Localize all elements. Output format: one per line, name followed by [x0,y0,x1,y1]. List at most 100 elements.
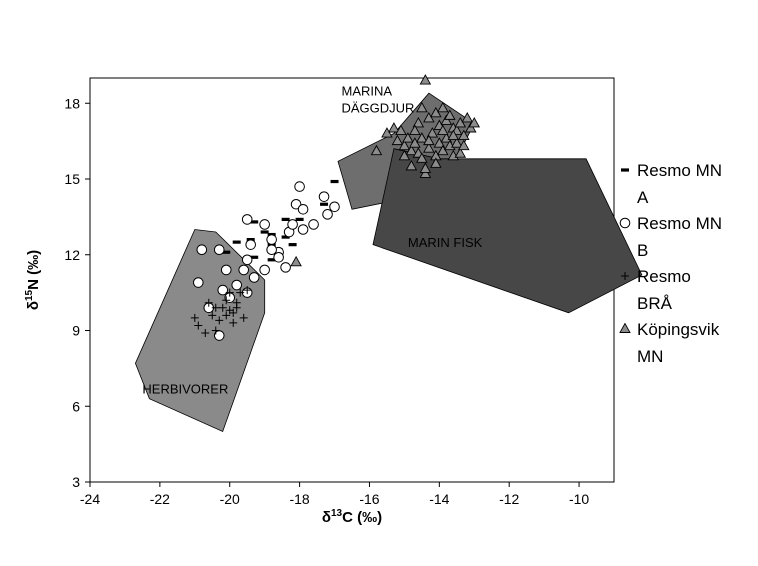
plus-marker [239,313,248,322]
circle-marker [294,181,305,192]
y-tick-label: 12 [64,247,80,263]
triangle-marker [458,139,470,151]
plus-marker [215,316,224,325]
legend-triangle-marker [619,322,631,333]
triangle-marker [402,132,414,143]
plus-marker [190,313,199,322]
y-axis-label: δ15N (‰) [24,250,42,310]
triangle-marker [388,122,400,133]
triangle-marker [409,124,421,135]
dash-marker [250,220,259,224]
dash-marker [222,250,231,254]
triangle-marker [412,117,425,128]
legend: Resmo MN A Resmo MN B Resmo BRÅ Köpingsvik MN [619,161,722,366]
region-label: MARINA [342,84,393,99]
circle-marker [248,272,260,283]
circle-marker [259,219,270,230]
triangle-marker [454,147,467,158]
circle-marker [280,262,291,273]
triangle-marker [468,117,481,128]
y-tick-label: 9 [72,323,80,339]
circle-marker [322,209,333,220]
legend-label: Resmo MN B [637,214,722,260]
y-axis: 3 6 9 12 15 18 [64,95,90,490]
x-tick-label: -10 [569,491,589,507]
triangle-marker [423,111,435,123]
triangle-marker [437,124,449,135]
triangle-marker [416,152,428,163]
circle-marker [196,244,208,255]
circle-marker [266,234,277,245]
triangle-marker [290,255,302,267]
plus-marker [243,286,252,295]
triangle-marker [416,101,428,113]
triangle-marker [419,162,432,173]
triangle-marker [454,117,467,128]
legend-dash-marker [621,168,629,172]
plus-marker [208,311,217,320]
y-tick-label: 3 [72,474,80,490]
circle-marker [217,284,229,296]
triangle-marker [405,144,418,156]
x-tick-label: -16 [359,491,379,507]
dash-marker [232,240,241,244]
plus-marker [225,288,234,297]
triangle-marker [465,122,477,133]
x-tick-label: -24 [80,491,100,507]
dash-marker [260,230,269,234]
triangle-marker [451,137,463,148]
triangle-marker [444,109,456,120]
x-axis: -24 -22 -20 -18 -16 -14 -12 -10 [80,482,589,507]
triangle-marker [461,111,474,123]
triangle-marker [398,139,411,151]
dash-marker [267,258,276,262]
x-tick-label: -14 [429,491,449,507]
circle-marker [241,254,253,266]
plus-marker [232,303,241,312]
circle-marker [287,219,298,230]
dash-marker [250,255,259,259]
dash-marker [330,179,339,184]
triangle-marker [419,74,432,85]
region-polygon [134,229,266,433]
x-tick-label: -22 [150,491,170,507]
dash-marker [281,235,290,239]
x-tick-label: -18 [289,491,309,507]
triangle-marker [447,129,460,141]
circle-marker [297,224,309,235]
circle-marker [192,277,204,288]
triangle-marker [430,106,442,118]
points-layer [190,74,481,341]
triangle-marker [440,114,453,125]
plus-marker [236,288,245,297]
circle-marker [241,214,253,225]
plus-marker [204,298,213,307]
triangle-marker [395,124,407,135]
dash-marker [320,202,329,206]
circle-marker [245,239,256,250]
plus-marker [211,326,220,335]
plus-marker [201,329,210,338]
circle-marker [259,264,270,276]
circle-marker [308,219,319,230]
y-tick-label: 6 [72,398,80,414]
region-label: MARIN FISK [408,235,483,250]
triangle-marker [423,134,435,146]
x-tick-label: -20 [220,491,240,507]
legend-label: Resmo BRÅ [637,267,691,313]
triangle-marker [370,144,383,156]
plus-marker [218,303,227,312]
dash-marker [295,217,304,221]
x-tick-label: -12 [499,491,519,507]
triangle-marker [437,101,449,113]
plus-marker [222,311,231,320]
y-tick-label: 15 [64,171,80,187]
region-label: DÄGGDJUR [342,101,415,116]
legend-label: Resmo MN A [637,161,722,207]
legend-plus-marker [621,272,629,280]
triangle-marker [430,157,442,168]
circle-marker [297,204,309,215]
dash-marker [281,217,290,221]
